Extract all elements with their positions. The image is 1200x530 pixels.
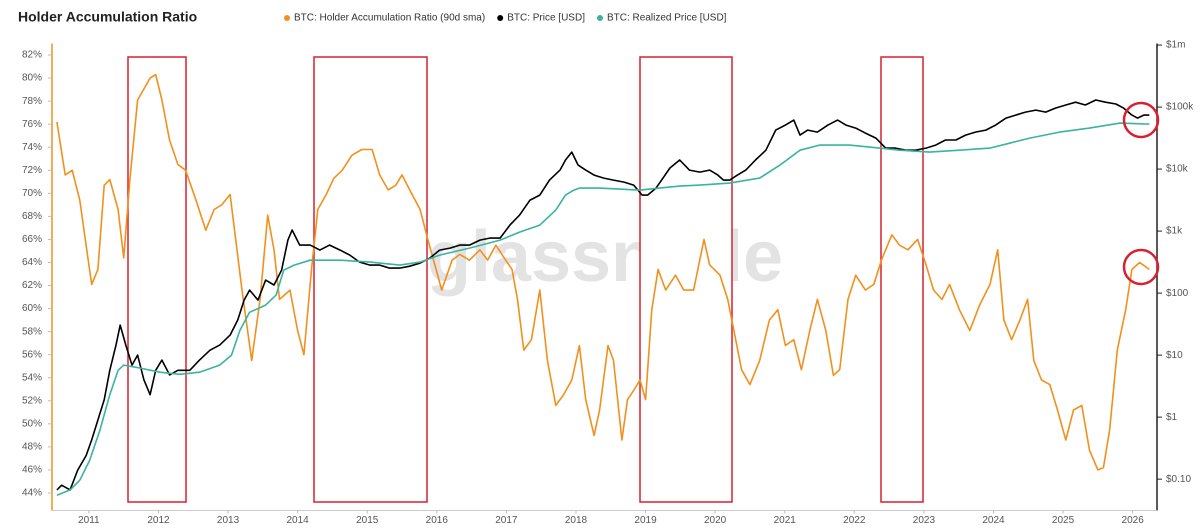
series-line: [56, 73, 1150, 471]
legend-marker: [284, 15, 290, 21]
y-tick-label: 68%: [22, 211, 42, 222]
y-tick-label: 60%: [22, 303, 42, 314]
y-tick-label: 72%: [22, 165, 42, 176]
highlight-box: [127, 56, 187, 503]
legend-label: BTC: Realized Price [USD]: [607, 13, 727, 24]
x-tick-label: 2023: [913, 515, 936, 526]
highlight-box: [880, 56, 924, 503]
legend: BTC: Holder Accumulation Ratio (90d sma)…: [284, 13, 727, 24]
highlight-boxes: [127, 56, 924, 503]
x-tick-label: 2014: [287, 515, 310, 526]
x-tick-label: 2026: [1122, 515, 1145, 526]
y2-tick-label: $1: [1166, 412, 1178, 423]
y-tick-label: 52%: [22, 395, 42, 406]
x-tick-label: 2017: [495, 515, 518, 526]
y2-tick-label: $10: [1166, 350, 1183, 361]
chart-title: Holder Accumulation Ratio: [18, 9, 197, 25]
x-tick-label: 2020: [704, 515, 727, 526]
y-tick-label: 76%: [22, 119, 42, 130]
highlight-circle: [1122, 248, 1160, 286]
x-tick-label: 2024: [982, 515, 1005, 526]
y-tick-label: 62%: [22, 280, 42, 291]
legend-marker: [596, 15, 603, 21]
highlight-box: [313, 56, 428, 503]
y-tick-label: 82%: [22, 50, 42, 61]
y2-tick-label: $100k: [1166, 102, 1194, 113]
legend-label: BTC: Holder Accumulation Ratio (90d sma): [294, 13, 485, 24]
x-tick-label: 2019: [634, 515, 657, 526]
x-tick-label: 2016: [426, 515, 449, 526]
y-tick-label: 78%: [22, 96, 42, 107]
x-tick-label: 2012: [147, 515, 170, 526]
highlight-circles: [1122, 101, 1160, 286]
y-tick-label: 58%: [22, 326, 42, 337]
y-tick-label: 46%: [22, 465, 42, 476]
highlight-circle: [1122, 101, 1160, 139]
x-tick-label: 2025: [1052, 515, 1075, 526]
y-tick-label: 56%: [22, 349, 42, 360]
x-tick-label: 2015: [356, 515, 379, 526]
y-tick-label: 50%: [22, 418, 42, 429]
x-tick-label: 2013: [217, 515, 240, 526]
y-tick-label: 54%: [22, 372, 42, 383]
highlight-box: [639, 56, 733, 503]
y-tick-label: 80%: [22, 73, 42, 84]
series-line: [56, 122, 1150, 496]
y2-tick-label: $100: [1166, 288, 1189, 299]
series-line: [56, 99, 1150, 491]
y-tick-label: 64%: [22, 257, 42, 268]
y-tick-label: 44%: [22, 488, 42, 499]
legend-marker: [497, 15, 504, 21]
x-tick-label: 2018: [565, 515, 588, 526]
y-tick-label: 74%: [22, 142, 42, 153]
legend-label: BTC: Price [USD]: [507, 13, 585, 24]
y2-tick-label: $1m: [1166, 40, 1185, 51]
x-tick-label: 2011: [78, 515, 100, 526]
x-tick-label: 2022: [843, 515, 866, 526]
y-tick-label: 66%: [22, 234, 42, 245]
y-tick-label: 70%: [22, 188, 42, 199]
y2-tick-label: $10k: [1166, 164, 1189, 175]
y-tick-label: 48%: [22, 442, 42, 453]
x-tick-label: 2021: [774, 515, 797, 526]
y2-tick-label: $1k: [1166, 226, 1183, 237]
y2-tick-label: $0.10: [1166, 474, 1191, 485]
